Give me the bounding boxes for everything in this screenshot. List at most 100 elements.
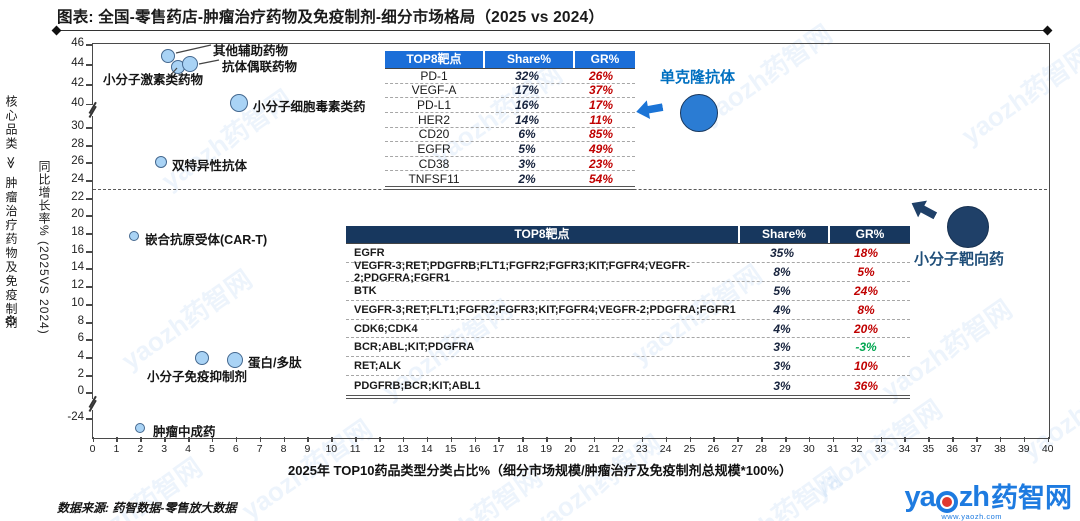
- x-tick-mark: [904, 437, 906, 442]
- growth-cell: 85%: [588, 127, 614, 142]
- x-tick-mark: [808, 437, 811, 442]
- x-tick-mark: [593, 437, 596, 442]
- x-tick-label: 14: [420, 443, 433, 455]
- share-cell: 16%: [514, 98, 540, 113]
- callout-label: 小分子靶向药: [914, 251, 1005, 268]
- table-row: EGFR 5% 49%: [385, 142, 635, 157]
- y-tick-mark: [86, 180, 92, 182]
- table-row: PD-1 32% 26%: [385, 69, 635, 84]
- x-tick-mark: [880, 437, 883, 442]
- table-row: CD38 3% 23%: [385, 157, 635, 172]
- target-cell: PD-1: [420, 68, 448, 83]
- x-tick-mark: [761, 437, 763, 442]
- target-cell: PD-L1: [416, 98, 451, 113]
- target-cell: VEGFR-3;RET;FLT1;FGFR2;FGFR3;KIT;FGFR4;V…: [354, 303, 736, 316]
- title-underline: [55, 30, 1047, 31]
- x-tick-label: 33: [874, 443, 887, 455]
- y-tick-label: 8: [77, 315, 84, 327]
- data-table-small-molecule-top8-targets: TOP8靶点 Share% GR% EGFR 35% 18% VEGFR-3;RET;PDG…: [346, 226, 910, 400]
- scatter-point-label: 抗体偶联药物: [222, 60, 298, 74]
- x-tick-mark: [450, 437, 453, 442]
- scatter-bubble: [195, 351, 209, 365]
- logo-text-cjk: 药智网: [991, 483, 1072, 513]
- growth-cell: 18%: [853, 245, 879, 260]
- table-row: CD20 6% 85%: [385, 127, 635, 143]
- y-axis-break: [85, 101, 100, 118]
- scatter-point-label: 肿瘤中成药: [153, 425, 216, 439]
- x-tick-label: 36: [946, 443, 959, 455]
- y-tick-label: 0: [77, 385, 84, 397]
- y-tick-mark: [86, 322, 92, 324]
- y-tick-label: 6: [77, 332, 84, 344]
- target-cell: VEGF-A: [411, 83, 457, 98]
- share-cell: 4%: [773, 321, 791, 336]
- target-cell: HER2: [417, 112, 450, 127]
- target-cell: BCR;ABL;KIT;PDGFRA: [354, 341, 475, 354]
- share-cell: 32%: [514, 68, 540, 83]
- x-tick-label: 6: [232, 443, 239, 455]
- x-tick-label: 40: [1041, 443, 1054, 455]
- x-tick-mark: [928, 437, 930, 442]
- y-tick-mark: [86, 64, 92, 66]
- table-header-cell: TOP8靶点: [346, 226, 738, 243]
- table-row: VEGFR-3;RET;PDGFRB;FLT1;FGFR2;FGFR3;KIT;…: [346, 259, 910, 284]
- target-cell: CDK6;CDK4: [354, 322, 418, 335]
- logo-o-icon: [935, 491, 958, 513]
- table-header-cell: Share%: [740, 226, 828, 243]
- x-tick-label: 29: [779, 443, 791, 455]
- x-tick-mark: [379, 437, 381, 442]
- growth-cell: 24%: [853, 283, 879, 298]
- x-tick-mark: [713, 437, 715, 442]
- x-tick-mark: [498, 437, 500, 442]
- table-row: PD-L1 16% 17%: [385, 98, 635, 113]
- y-tick-mark: [86, 215, 92, 217]
- x-tick-label: 10: [325, 443, 338, 455]
- table-header-cell: GR%: [575, 51, 635, 68]
- logo-url[interactable]: www.yaozh.com: [941, 512, 1002, 521]
- x-tick-mark: [665, 437, 668, 442]
- y-tick-mark: [86, 251, 92, 253]
- scatter-point-label: 小分子细胞毒素类药: [253, 100, 366, 114]
- y-tick-label: 40: [71, 97, 84, 109]
- y-tick-label: 16: [71, 244, 84, 256]
- page-title: 图表: 全国-零售药店-肿瘤治疗药物及免疫制剂-细分市场格局（2025 vs 2…: [57, 9, 605, 26]
- table-row: CDK6;CDK4 4% 20%: [346, 320, 910, 339]
- x-tick-label: 18: [516, 443, 529, 455]
- x-tick-label: 5: [208, 443, 215, 455]
- yaozh-logo[interactable]: ya zh 药智网: [904, 481, 1072, 513]
- growth-cell: 36%: [853, 378, 879, 393]
- growth-cell: -3%: [855, 340, 877, 355]
- scatter-bubble: [161, 49, 175, 63]
- table-header-cell: TOP8靶点: [385, 51, 483, 68]
- x-tick-label: 24: [659, 443, 672, 455]
- y-tick-mark: [86, 304, 92, 306]
- y-tick-mark: [86, 198, 92, 200]
- x-tick-mark: [1023, 437, 1026, 442]
- growth-cell: 5%: [857, 264, 875, 279]
- logo-text-ya: ya: [904, 481, 936, 513]
- y-tick-mark: [86, 233, 92, 235]
- x-tick-label: 11: [349, 443, 361, 455]
- growth-cell: 8%: [857, 302, 875, 317]
- growth-cell: 23%: [588, 156, 614, 171]
- x-tick-mark: [355, 437, 357, 442]
- scatter-bubble: [227, 352, 243, 368]
- table-header: TOP8靶点 Share% GR%: [385, 51, 635, 68]
- x-tick-label: 19: [540, 443, 553, 455]
- data-source-note: 数据来源: 药智数据-零售放大数据: [57, 501, 237, 515]
- x-tick-mark: [426, 437, 429, 442]
- x-tick-mark: [856, 437, 859, 442]
- x-tick-label: 20: [564, 443, 576, 455]
- callout-label: 单克隆抗体: [660, 69, 736, 86]
- x-tick-label: 21: [588, 443, 600, 455]
- x-tick-label: 23: [635, 443, 648, 455]
- target-cell: EGFR: [417, 142, 451, 157]
- scatter-point-label: 其他辅助药物: [213, 44, 289, 58]
- x-tick-label: 15: [444, 443, 457, 455]
- target-cell: VEGFR-3;RET;PDGFRB;FLT1;FGFR2;FGFR3;KIT;…: [354, 259, 690, 284]
- growth-cell: 10%: [853, 359, 879, 374]
- table-row: EGFR 35% 18%: [346, 244, 910, 263]
- y-tick-label: 24: [71, 173, 84, 185]
